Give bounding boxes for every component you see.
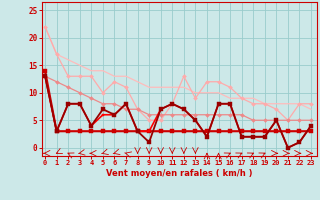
X-axis label: Vent moyen/en rafales ( km/h ): Vent moyen/en rafales ( km/h ) (106, 169, 252, 178)
